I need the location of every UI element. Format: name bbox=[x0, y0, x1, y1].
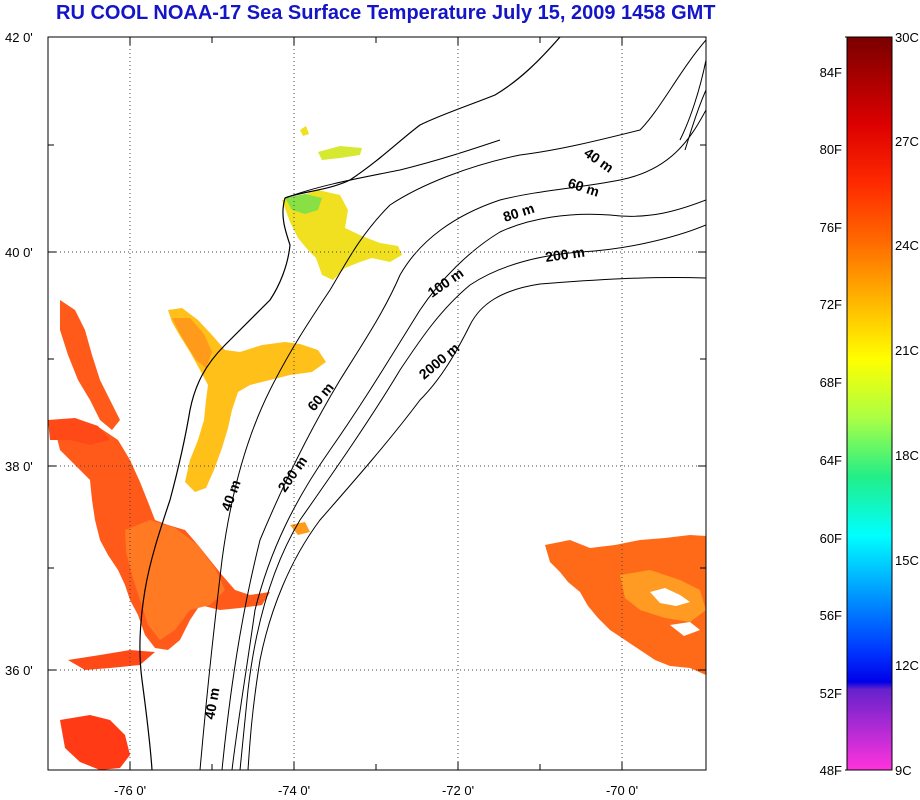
lon-label-74: -74 0' bbox=[278, 783, 310, 798]
sst-patch-albemarle bbox=[68, 650, 155, 670]
colorbar-f-48: 48F bbox=[820, 763, 842, 778]
lat-label-40: 40 0' bbox=[5, 245, 33, 260]
lon-label-72: -72 0' bbox=[442, 783, 474, 798]
sst-patch-pamlico bbox=[60, 715, 130, 770]
map-frame bbox=[47, 36, 707, 771]
colorbar: 84F 80F 76F 72F 68F 64F 60F 56F 52F 48F … bbox=[820, 30, 919, 778]
colorbar-f-60: 60F bbox=[820, 531, 842, 546]
sst-patch-offshore-clouds2 bbox=[670, 622, 700, 636]
colorbar-c-15: 15C bbox=[895, 553, 919, 568]
sst-patch-small-se bbox=[290, 522, 310, 535]
colorbar-f-68: 68F bbox=[820, 375, 842, 390]
depth-label-100m: 100 m bbox=[425, 265, 467, 301]
lat-label-38: 38 0' bbox=[5, 459, 33, 474]
depth-label-200m-north: 200 m bbox=[544, 244, 586, 265]
lat-label-42: 42 0' bbox=[5, 30, 33, 45]
lat-label-36: 36 0' bbox=[5, 663, 33, 678]
graticule bbox=[48, 37, 706, 770]
colorbar-f-76: 76F bbox=[820, 220, 842, 235]
colorbar-c-27: 27C bbox=[895, 134, 919, 149]
depth-label-2000m: 2000 m bbox=[416, 340, 463, 383]
colorbar-f-64: 64F bbox=[820, 453, 842, 468]
depth-label-40m-mid: 40 m bbox=[218, 478, 244, 513]
lon-label-70: -70 0' bbox=[606, 783, 638, 798]
depth-label-40m-north: 40 m bbox=[581, 144, 616, 175]
colorbar-c-12: 12C bbox=[895, 658, 919, 673]
colorbar-c-24: 24C bbox=[895, 238, 919, 253]
sst-patch-li-north bbox=[318, 146, 362, 160]
map-title: RU COOL NOAA-17 Sea Surface Temperature … bbox=[56, 2, 716, 24]
depth-label-60m-north: 60 m bbox=[566, 175, 601, 200]
colorbar-c-9: 9C bbox=[895, 763, 912, 778]
sst-patch-nj-shelf bbox=[282, 190, 402, 280]
colorbar-f-52: 52F bbox=[820, 686, 842, 701]
colorbar-c-30: 30C bbox=[895, 30, 919, 45]
colorbar-c-21: 21C bbox=[895, 343, 919, 358]
colorbar-f-72: 72F bbox=[820, 297, 842, 312]
colorbar-f-56: 56F bbox=[820, 608, 842, 623]
sst-data-layer bbox=[48, 126, 706, 770]
sst-patch-potomac bbox=[48, 418, 110, 445]
lon-label-76: -76 0' bbox=[114, 783, 146, 798]
sst-patch-delaware-orange bbox=[172, 318, 212, 368]
colorbar-f-80: 80F bbox=[820, 142, 842, 157]
frame-ticks bbox=[48, 36, 706, 770]
sst-patch-offshore bbox=[545, 535, 706, 675]
sst-patch-chesapeake-upper bbox=[60, 300, 120, 430]
depth-label-60m-south: 60 m bbox=[304, 379, 337, 414]
sst-patch-offshore-clouds bbox=[650, 588, 690, 606]
depth-label-40m-south: 40 m bbox=[201, 686, 222, 720]
colorbar-gradient bbox=[846, 36, 893, 771]
colorbar-f-84: 84F bbox=[820, 65, 842, 80]
sst-patch-ny-bight-small bbox=[300, 126, 309, 136]
colorbar-c-18: 18C bbox=[895, 448, 919, 463]
sst-patch-chesapeake-mid bbox=[125, 520, 225, 640]
